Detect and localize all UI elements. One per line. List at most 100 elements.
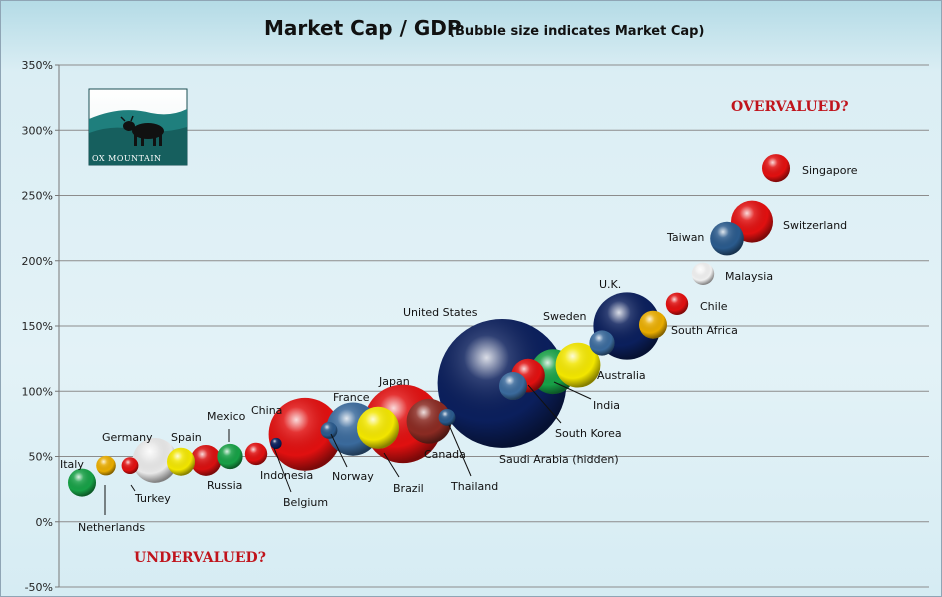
bubble-label: Belgium (283, 496, 328, 509)
bubble-label: Brazil (393, 482, 424, 495)
y-axis: -50% 0% 50% 100% 150% 200% 250% 300% 350% (22, 59, 60, 594)
bubble-shine (665, 292, 689, 316)
logo-hill (89, 127, 187, 165)
bubble-taiwan (710, 221, 744, 256)
bubble-label: Indonesia (260, 469, 313, 482)
bubble-shine (639, 310, 667, 339)
bubble-label: Spain (171, 431, 202, 444)
bubble-label: United States (403, 306, 478, 319)
bubble-label: Germany (102, 431, 153, 444)
y-tick-label: 200% (22, 255, 53, 268)
bubble-shine (217, 443, 243, 470)
bubble-label: Chile (700, 300, 728, 313)
bubble-shine (499, 372, 527, 401)
bubble-shine (710, 221, 744, 256)
bubble-label: Sweden (543, 310, 586, 323)
bubble-shine (320, 422, 338, 439)
bubble-russia (190, 445, 222, 476)
undervalued-annotation: UNDERVALUED? (134, 550, 266, 566)
leader-line (273, 447, 292, 493)
bubble-china (268, 397, 342, 471)
ox-icon (120, 115, 164, 146)
bubble-norway (320, 422, 338, 439)
leader-line (527, 384, 562, 424)
bubble-shine (190, 445, 222, 476)
bubble-thailand (438, 408, 456, 426)
y-tick-label: 300% (22, 124, 53, 137)
leader-line (330, 433, 348, 468)
overvalued-annotation: OVERVALUED? (731, 99, 849, 115)
bubble-belgium (270, 437, 282, 450)
y-tick-label: 50% (29, 451, 53, 464)
bubble-south-africa (639, 310, 667, 339)
bubble-saudi-arabia (499, 372, 527, 401)
bubble-label: Malaysia (725, 270, 773, 283)
label-layer: Italy Netherlands Turkey Germany Spain Russia… (60, 164, 858, 534)
bubble-layer (68, 154, 790, 497)
bubble-label: Taiwan (666, 231, 704, 244)
bubble-italy (68, 468, 96, 497)
y-tick-label: 250% (22, 190, 53, 203)
y-tick-label: 150% (22, 320, 53, 333)
bubble-canada (406, 398, 452, 444)
bubble-label: Italy (60, 458, 84, 471)
bubble-germany (132, 438, 178, 483)
bubble-indonesia (244, 442, 268, 466)
leader-line (383, 452, 400, 478)
bubble-shine (270, 437, 282, 450)
bubble-label: South Africa (671, 324, 738, 337)
leader-line (553, 381, 592, 400)
leader-layer (104, 381, 592, 515)
bubble-shine (691, 262, 715, 285)
bubble-label: Norway (332, 470, 374, 483)
bubble-brazil (357, 406, 399, 449)
bubble-label: Saudi Arabia (hidden) (499, 453, 619, 466)
logo: OX MOUNTAIN (88, 88, 188, 166)
bubble-shine (762, 154, 790, 183)
leader-line (130, 484, 136, 492)
bubble-malaysia (691, 262, 715, 285)
bubble-shine (167, 447, 195, 476)
chart-title: Market Cap / GDP (264, 16, 462, 40)
bubble-shine (438, 408, 456, 426)
bubble-shine (357, 406, 399, 449)
bubble-shine (268, 397, 342, 471)
bubble-chile (665, 292, 689, 316)
bubble-shine (589, 330, 615, 356)
bubble-mexico (217, 443, 243, 470)
bubble-netherlands (96, 455, 116, 476)
bubble-label: Switzerland (783, 219, 847, 232)
bubble-turkey (121, 457, 139, 475)
logo-text: OX MOUNTAIN (92, 154, 161, 163)
bubble-spain (167, 447, 195, 476)
bubble-label: South Korea (555, 427, 622, 440)
chart-subtitle: (Bubble size indicates Market Cap) (449, 24, 704, 39)
bubble-label: U.K. (599, 278, 621, 291)
bubble-label: Japan (378, 375, 410, 388)
bubble-shine (132, 438, 178, 483)
bubble-shine (555, 342, 601, 388)
bubble-shine (96, 455, 116, 476)
leader-line (448, 424, 472, 477)
bubble-label: Thailand (450, 480, 498, 493)
bubble-sweden (589, 330, 615, 356)
bubble-label: India (593, 399, 620, 412)
bubble-label: Russia (207, 479, 242, 492)
bubble-label: Netherlands (78, 521, 145, 534)
bubble-label: Canada (424, 448, 466, 461)
bubble-singapore (762, 154, 790, 183)
y-tick-label: 0% (36, 516, 53, 529)
bubble-label: Turkey (134, 492, 171, 505)
bubble-shine (121, 457, 139, 475)
bubble-shine (68, 468, 96, 497)
y-tick-label: 350% (22, 59, 53, 72)
bubble-label: Mexico (207, 410, 246, 423)
bubble-label: China (251, 404, 282, 417)
bubble-label: Singapore (802, 164, 858, 177)
bubble-label: Australia (597, 369, 646, 382)
y-tick-label: -50% (25, 581, 53, 594)
bubble-shine (244, 442, 268, 466)
bubble-australia (555, 342, 601, 388)
